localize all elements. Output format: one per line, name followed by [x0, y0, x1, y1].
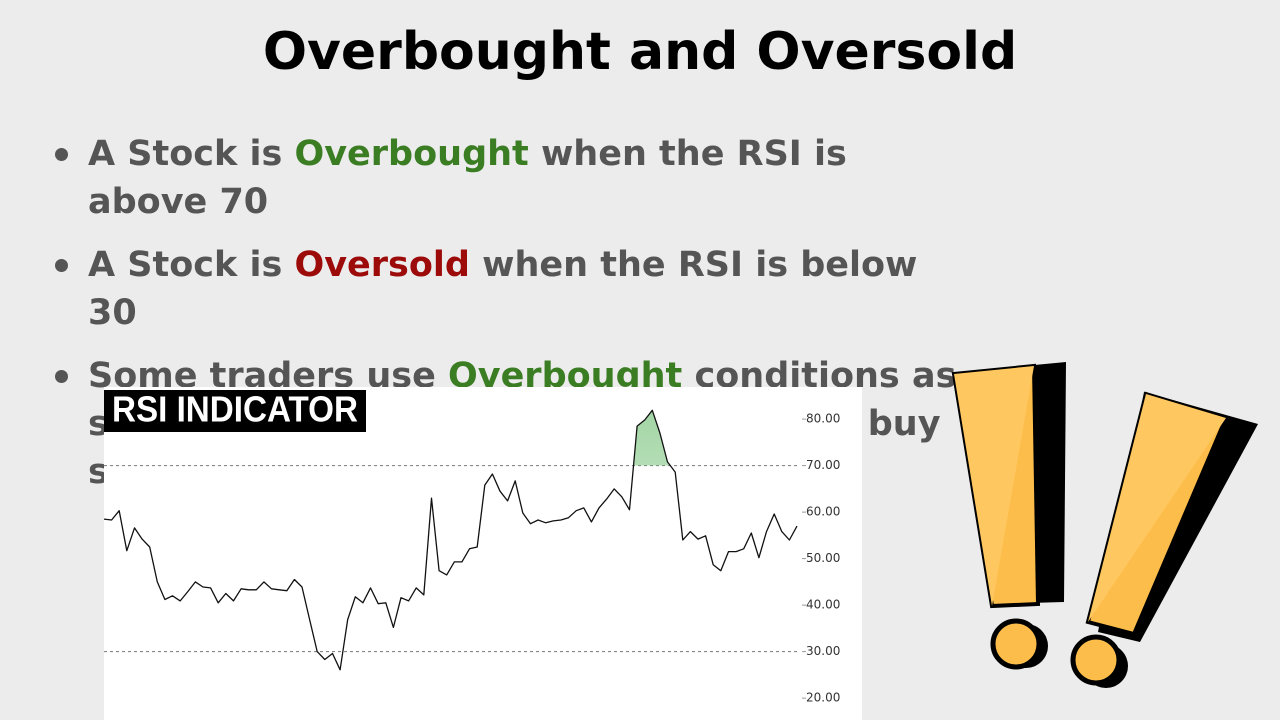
- bullet-text: when the RSI is below 30: [88, 245, 930, 333]
- y-tick-label: 20.00: [806, 691, 840, 705]
- y-tick-label: 70.00: [806, 458, 840, 472]
- y-tick-label: 60.00: [806, 505, 840, 519]
- chart-background: [104, 387, 862, 720]
- rsi-line: [104, 409, 798, 671]
- plot: 20.00 30.00 40.00 50.00 60.00 70.00 80.00: [104, 409, 840, 705]
- exclamation-marks: [951, 362, 1258, 688]
- y-tick-label: 80.00: [806, 412, 840, 426]
- exclamation-highlight: [954, 366, 1034, 606]
- bullet: A Stock is Oversold when the RSI is belo…: [52, 241, 972, 337]
- rsi-chart: RSI INDICATOR 20.00 30.00 40.00 50.00 60.00 7…: [104, 387, 862, 720]
- bullet: A Stock is Overbought when the RSI is ab…: [52, 130, 972, 226]
- chart-title: RSI INDICATOR: [112, 389, 358, 430]
- highlight-text: Oversold: [294, 245, 470, 285]
- chart-title-box: [104, 390, 366, 432]
- exclamation-highlight: [1088, 394, 1226, 622]
- overbought-area: [633, 410, 671, 466]
- bullet-text: A Stock is: [88, 245, 295, 285]
- bullet-text: A Stock is: [88, 134, 295, 174]
- exclamation-dot: [1070, 634, 1122, 686]
- slide-title: Overbought and Oversold: [262, 22, 1018, 82]
- y-tick-label: 30.00: [806, 644, 840, 658]
- exclamation-dot: [990, 618, 1042, 670]
- bullet-text: when the RSI is above 70: [88, 134, 860, 222]
- highlight-text: Overbought: [294, 134, 529, 174]
- y-tick-label: 50.00: [806, 551, 840, 565]
- y-tick-label: 40.00: [806, 598, 840, 612]
